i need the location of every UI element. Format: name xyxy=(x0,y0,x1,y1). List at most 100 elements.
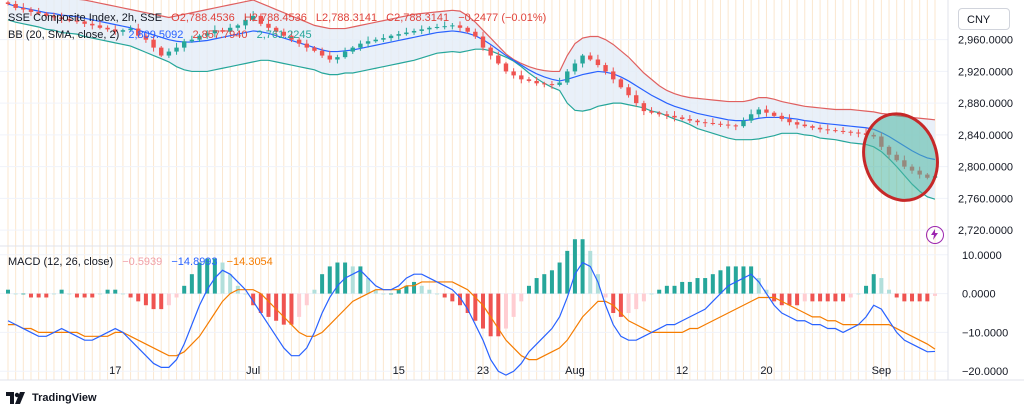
histogram-bar xyxy=(97,293,102,295)
histogram-bar xyxy=(228,274,233,294)
histogram-bar xyxy=(90,293,95,298)
candle-body xyxy=(105,27,110,30)
time-tick-label: Aug xyxy=(565,365,585,377)
histogram-bar xyxy=(733,266,738,294)
histogram-bar xyxy=(82,293,87,298)
candle-body xyxy=(687,119,693,121)
candle-body xyxy=(381,38,386,40)
histogram-bar xyxy=(641,293,646,302)
candle-body xyxy=(396,34,401,36)
histogram-bar xyxy=(312,289,317,294)
candle-body xyxy=(243,19,248,26)
candle-body xyxy=(143,35,149,40)
candle-body xyxy=(82,21,87,24)
histogram-bar xyxy=(664,285,669,294)
histogram-bar xyxy=(595,274,600,294)
candle-body xyxy=(365,41,371,44)
histogram-bar xyxy=(427,289,432,294)
candle-body xyxy=(235,25,241,28)
histogram-bar xyxy=(320,274,325,294)
histogram-bar xyxy=(450,293,455,302)
flash-icon[interactable] xyxy=(926,226,944,244)
candle-body xyxy=(511,71,516,76)
candle-body xyxy=(59,17,64,20)
candle-body xyxy=(151,39,156,48)
highlight-ellipse xyxy=(862,112,939,202)
candle-body xyxy=(702,122,708,124)
brand-logo[interactable]: TradingView xyxy=(6,392,97,404)
symbol-title[interactable]: SSE Composite Index, 2h, SSE xyxy=(8,12,163,24)
histogram-bar xyxy=(28,293,33,298)
candle-body xyxy=(710,123,716,124)
histogram-bar xyxy=(818,293,823,302)
histogram-bar xyxy=(358,266,363,294)
histogram-bar xyxy=(258,293,263,313)
bb-legend: BB (20, SMA, close, 2) 2,809.5092 2,857.… xyxy=(8,29,318,41)
histogram-bar xyxy=(841,293,846,302)
macd-tick-label: −20.0000 xyxy=(962,366,1008,378)
candle-body xyxy=(825,129,830,131)
candle-body xyxy=(503,63,509,72)
price-axis-labels: 2,960.0000 2,920.0000 2,880.0000 2,840.0000… xyxy=(958,35,1013,237)
price-tick-label: 2,840.0000 xyxy=(958,130,1013,142)
histogram-bar xyxy=(327,266,332,294)
tradingview-logo-icon xyxy=(6,392,25,404)
histogram-bar xyxy=(710,274,715,294)
histogram-bar xyxy=(212,258,217,294)
histogram-bar xyxy=(243,293,248,295)
histogram-bar xyxy=(113,289,118,294)
candle-body xyxy=(411,30,417,33)
histogram-bar xyxy=(51,293,56,295)
change-value: −0.2477 (−0.01%) xyxy=(458,12,547,24)
bb-title[interactable]: BB (20, SMA, close, 2) xyxy=(8,29,120,41)
currency-button[interactable]: CNY xyxy=(958,8,1010,30)
candle-body xyxy=(113,29,118,32)
histogram-bar xyxy=(105,289,110,294)
histogram-bar xyxy=(396,289,401,294)
histogram-bar xyxy=(274,293,279,321)
candle-body xyxy=(273,27,279,32)
histogram-bar xyxy=(166,293,171,306)
histogram-bar xyxy=(151,293,156,310)
candle-body xyxy=(120,30,126,32)
time-tick-label: 15 xyxy=(393,365,405,377)
candle-body xyxy=(281,31,287,36)
candles xyxy=(5,0,938,181)
candle-body xyxy=(733,125,739,127)
histogram-bar xyxy=(366,278,371,294)
histogram-bar xyxy=(373,289,378,294)
candle-body xyxy=(764,109,769,113)
histogram-bar xyxy=(496,293,501,337)
candle-body xyxy=(480,36,486,48)
candle-body xyxy=(182,41,187,48)
price-tick-label: 2,920.0000 xyxy=(958,66,1013,78)
histogram-bar xyxy=(672,285,677,294)
candle-body xyxy=(296,39,302,44)
bb-upper-value: 2,857.7940 xyxy=(192,29,248,41)
histogram-bar xyxy=(519,293,524,302)
candle-body xyxy=(404,32,409,35)
candle-body xyxy=(794,122,800,125)
candle-body xyxy=(473,31,478,37)
candle-body xyxy=(787,119,792,123)
histogram-bar xyxy=(480,293,485,329)
histogram-bar xyxy=(933,293,937,296)
histogram-bar xyxy=(197,262,202,294)
histogram-bar xyxy=(618,293,623,317)
histogram-bar xyxy=(680,281,685,294)
candle-body xyxy=(526,79,532,81)
histogram-bar xyxy=(925,293,930,302)
candle-body xyxy=(833,130,838,132)
histogram-bar xyxy=(917,293,922,302)
histogram-bar xyxy=(871,274,876,294)
histogram-bar xyxy=(764,289,769,294)
histogram-bar xyxy=(335,262,340,294)
candle-body xyxy=(672,115,677,118)
histogram-bar xyxy=(825,293,830,302)
histogram-bar xyxy=(779,293,784,306)
histogram-bar xyxy=(136,293,141,302)
histogram-bar xyxy=(695,278,700,294)
candle-body xyxy=(74,20,80,22)
macd-title[interactable]: MACD (12, 26, close) xyxy=(8,256,114,268)
